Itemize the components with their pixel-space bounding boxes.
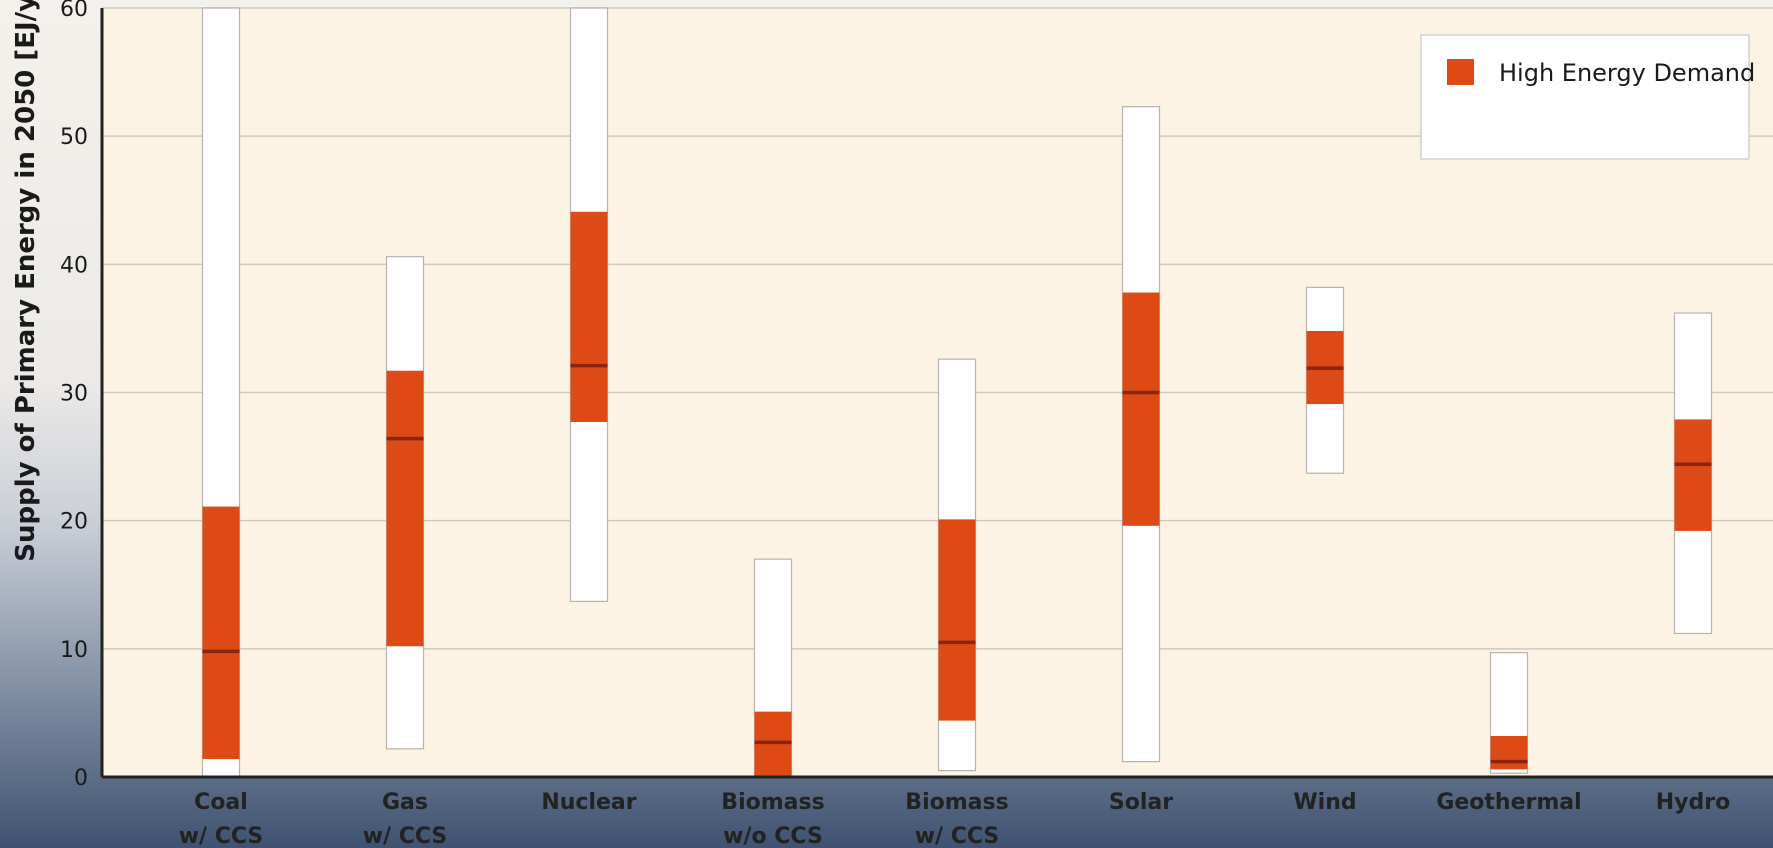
x-category-label-6: Wind: [1293, 790, 1356, 815]
legend-box: [1420, 34, 1750, 160]
y-tick-label-0: 0: [74, 766, 88, 791]
x-category-label-5: Solar: [1109, 790, 1173, 815]
iqr-bar: [1674, 419, 1712, 531]
x-axis-categories: Coal w/ CCS Gas w/ CCS Nuclear Biomass w/o CCS…: [179, 790, 1731, 848]
legend-swatch: [1447, 59, 1474, 85]
bar-group-2: [569, 7, 609, 603]
y-tick-label-60: 60: [60, 0, 88, 22]
legend: High Energy Demand: [1420, 34, 1755, 160]
x-category-label-4: Biomass w/ CCS: [905, 790, 1008, 848]
x-category-label-0: Coal w/ CCS: [179, 790, 264, 848]
y-tick-label-40: 40: [60, 253, 88, 278]
y-tick-label-30: 30: [60, 382, 88, 407]
y-axis-ticks: 0 10 20 30 40 50 60: [60, 0, 88, 791]
bar-group-5: [1121, 106, 1161, 763]
iqr-bar: [386, 370, 424, 647]
bar-group-3: [753, 558, 793, 778]
bars: [201, 7, 1713, 778]
x-category-label-7: Geothermal: [1436, 790, 1581, 815]
x-category-label-2: Nuclear: [541, 790, 636, 815]
y-tick-label-20: 20: [60, 510, 88, 535]
legend-label: High Energy Demand: [1499, 59, 1755, 87]
bar-group-7: [1489, 652, 1529, 774]
y-axis-label: Supply of Primary Energy in 2050 [EJ/yr]: [11, 0, 41, 562]
iqr-bar: [938, 519, 976, 721]
bar-group-0: [201, 7, 241, 778]
iqr-bar: [570, 211, 608, 422]
bar-group-8: [1673, 312, 1713, 635]
iqr-bar: [1122, 292, 1160, 526]
x-category-label-8: Hydro: [1656, 790, 1730, 815]
bar-group-4: [937, 358, 977, 772]
bar-group-1: [385, 256, 425, 750]
iqr-bar: [1490, 735, 1528, 770]
x-category-label-1: Gas w/ CCS: [363, 790, 448, 848]
bar-group-6: [1305, 286, 1345, 474]
x-category-label-3: Biomass w/o CCS: [721, 790, 824, 848]
y-tick-label-50: 50: [60, 125, 88, 150]
gridlines: [102, 7, 1773, 650]
iqr-bar: [202, 506, 240, 760]
y-tick-label-10: 10: [60, 638, 88, 663]
